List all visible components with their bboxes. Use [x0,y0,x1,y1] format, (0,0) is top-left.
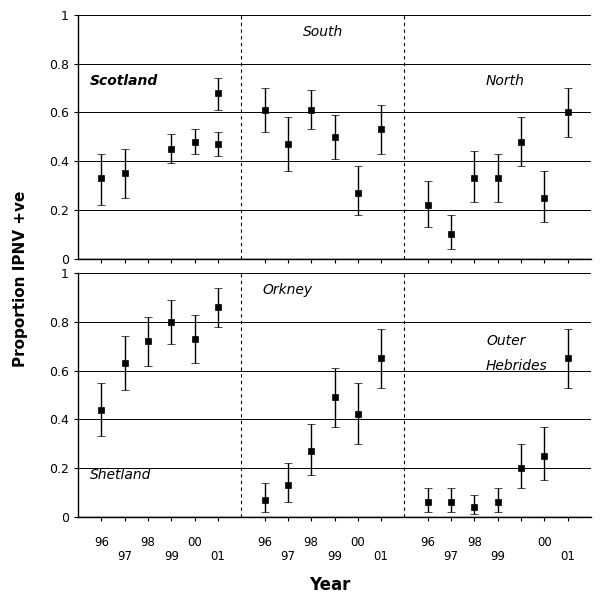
Text: 99: 99 [327,550,342,563]
Text: 01: 01 [211,550,226,563]
Text: 99: 99 [164,550,179,563]
Text: 96: 96 [257,536,272,549]
Text: Scotland: Scotland [89,74,158,88]
Text: 01: 01 [560,550,575,563]
Text: 97: 97 [443,550,458,563]
Text: 97: 97 [280,550,295,563]
Text: 98: 98 [140,536,155,549]
Text: 00: 00 [537,536,552,549]
Text: Orkney: Orkney [263,283,313,297]
Text: Shetland: Shetland [89,468,151,482]
Text: 96: 96 [420,536,435,549]
Text: 98: 98 [467,536,482,549]
Text: Outer: Outer [486,334,526,348]
Text: Hebrides: Hebrides [486,359,548,372]
Text: 98: 98 [304,536,319,549]
Text: 96: 96 [94,536,109,549]
Text: Proportion IPNV +ve: Proportion IPNV +ve [13,191,29,367]
Text: 00: 00 [350,536,365,549]
Text: North: North [486,74,525,88]
Text: South: South [303,25,343,39]
Text: 01: 01 [374,550,389,563]
Text: 00: 00 [187,536,202,549]
Text: Year: Year [310,576,350,594]
Text: 97: 97 [117,550,132,563]
Text: 99: 99 [490,550,505,563]
